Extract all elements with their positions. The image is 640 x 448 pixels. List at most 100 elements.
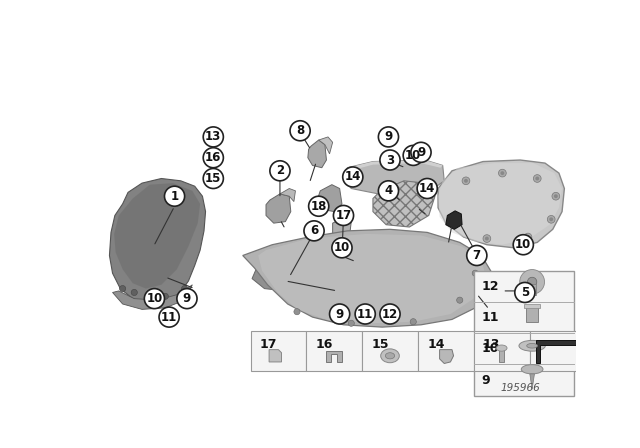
Ellipse shape xyxy=(381,349,399,363)
Circle shape xyxy=(485,237,489,241)
Polygon shape xyxy=(438,160,564,248)
Text: 6: 6 xyxy=(310,224,318,237)
Circle shape xyxy=(524,233,532,241)
Polygon shape xyxy=(373,181,435,227)
Text: 3: 3 xyxy=(386,154,394,167)
Circle shape xyxy=(182,285,188,292)
Polygon shape xyxy=(348,160,443,171)
Circle shape xyxy=(330,304,349,324)
Text: 8: 8 xyxy=(296,124,304,137)
Text: 10: 10 xyxy=(405,149,421,162)
Circle shape xyxy=(472,270,478,276)
Text: 16: 16 xyxy=(205,151,221,164)
FancyBboxPatch shape xyxy=(526,306,538,322)
Ellipse shape xyxy=(496,345,507,351)
Text: 13: 13 xyxy=(205,130,221,143)
Circle shape xyxy=(308,196,329,216)
Polygon shape xyxy=(333,217,351,238)
Circle shape xyxy=(378,181,399,201)
Circle shape xyxy=(552,192,560,200)
Text: 10: 10 xyxy=(481,342,499,355)
Text: 14: 14 xyxy=(344,170,361,184)
Text: 10: 10 xyxy=(515,238,531,251)
Circle shape xyxy=(380,150,400,170)
Circle shape xyxy=(159,307,179,327)
Circle shape xyxy=(520,270,545,294)
Text: 11: 11 xyxy=(161,310,177,323)
Text: 4: 4 xyxy=(385,184,392,197)
Ellipse shape xyxy=(519,340,545,351)
Text: 5: 5 xyxy=(521,286,529,299)
Text: 10: 10 xyxy=(334,241,350,254)
FancyBboxPatch shape xyxy=(524,304,540,308)
Circle shape xyxy=(554,194,558,198)
Circle shape xyxy=(457,297,463,303)
Circle shape xyxy=(131,289,138,296)
FancyBboxPatch shape xyxy=(362,331,418,371)
Circle shape xyxy=(332,238,352,258)
Polygon shape xyxy=(113,285,193,310)
Polygon shape xyxy=(243,229,491,327)
Ellipse shape xyxy=(385,353,395,359)
Circle shape xyxy=(411,142,431,162)
Circle shape xyxy=(462,177,470,185)
FancyBboxPatch shape xyxy=(307,331,362,371)
Circle shape xyxy=(355,304,375,324)
Circle shape xyxy=(270,161,290,181)
Text: 15: 15 xyxy=(205,172,221,185)
Polygon shape xyxy=(326,351,342,362)
Circle shape xyxy=(499,169,506,177)
Circle shape xyxy=(333,206,353,225)
Polygon shape xyxy=(446,211,462,229)
Ellipse shape xyxy=(522,365,543,374)
Text: 11: 11 xyxy=(481,311,499,324)
Text: 13: 13 xyxy=(483,338,500,351)
FancyBboxPatch shape xyxy=(250,331,307,371)
Polygon shape xyxy=(280,189,296,202)
FancyBboxPatch shape xyxy=(529,331,586,371)
Circle shape xyxy=(294,309,300,315)
FancyBboxPatch shape xyxy=(474,331,529,371)
Circle shape xyxy=(535,177,539,181)
Circle shape xyxy=(417,178,437,198)
Circle shape xyxy=(204,168,223,189)
Polygon shape xyxy=(438,163,562,245)
Circle shape xyxy=(500,171,504,175)
Text: 14: 14 xyxy=(419,182,435,195)
FancyBboxPatch shape xyxy=(528,284,536,295)
Text: 9: 9 xyxy=(183,292,191,305)
Text: 14: 14 xyxy=(428,338,445,351)
Text: 10: 10 xyxy=(147,292,163,305)
Circle shape xyxy=(177,289,197,309)
Text: 9: 9 xyxy=(335,307,344,320)
Polygon shape xyxy=(252,260,305,291)
Polygon shape xyxy=(536,340,579,363)
Polygon shape xyxy=(530,374,534,389)
Polygon shape xyxy=(308,140,326,168)
Circle shape xyxy=(145,289,164,309)
Circle shape xyxy=(403,146,423,165)
FancyBboxPatch shape xyxy=(499,348,504,362)
Circle shape xyxy=(204,148,223,168)
Polygon shape xyxy=(317,185,342,211)
Circle shape xyxy=(513,235,533,255)
Text: 9: 9 xyxy=(481,374,490,387)
Text: 9: 9 xyxy=(385,130,392,143)
Polygon shape xyxy=(114,183,200,289)
Text: 2: 2 xyxy=(276,164,284,177)
Circle shape xyxy=(464,179,468,183)
Text: 17: 17 xyxy=(335,209,351,222)
Text: 11: 11 xyxy=(357,307,373,320)
Text: 12: 12 xyxy=(382,307,398,320)
Circle shape xyxy=(120,285,125,292)
Polygon shape xyxy=(440,349,454,363)
Text: 12: 12 xyxy=(481,280,499,293)
Polygon shape xyxy=(269,349,282,362)
Circle shape xyxy=(515,282,535,302)
Circle shape xyxy=(526,235,530,239)
Text: 195966: 195966 xyxy=(500,383,540,392)
FancyBboxPatch shape xyxy=(474,271,575,396)
Ellipse shape xyxy=(527,344,538,348)
Circle shape xyxy=(348,320,355,326)
Text: 16: 16 xyxy=(316,338,333,351)
